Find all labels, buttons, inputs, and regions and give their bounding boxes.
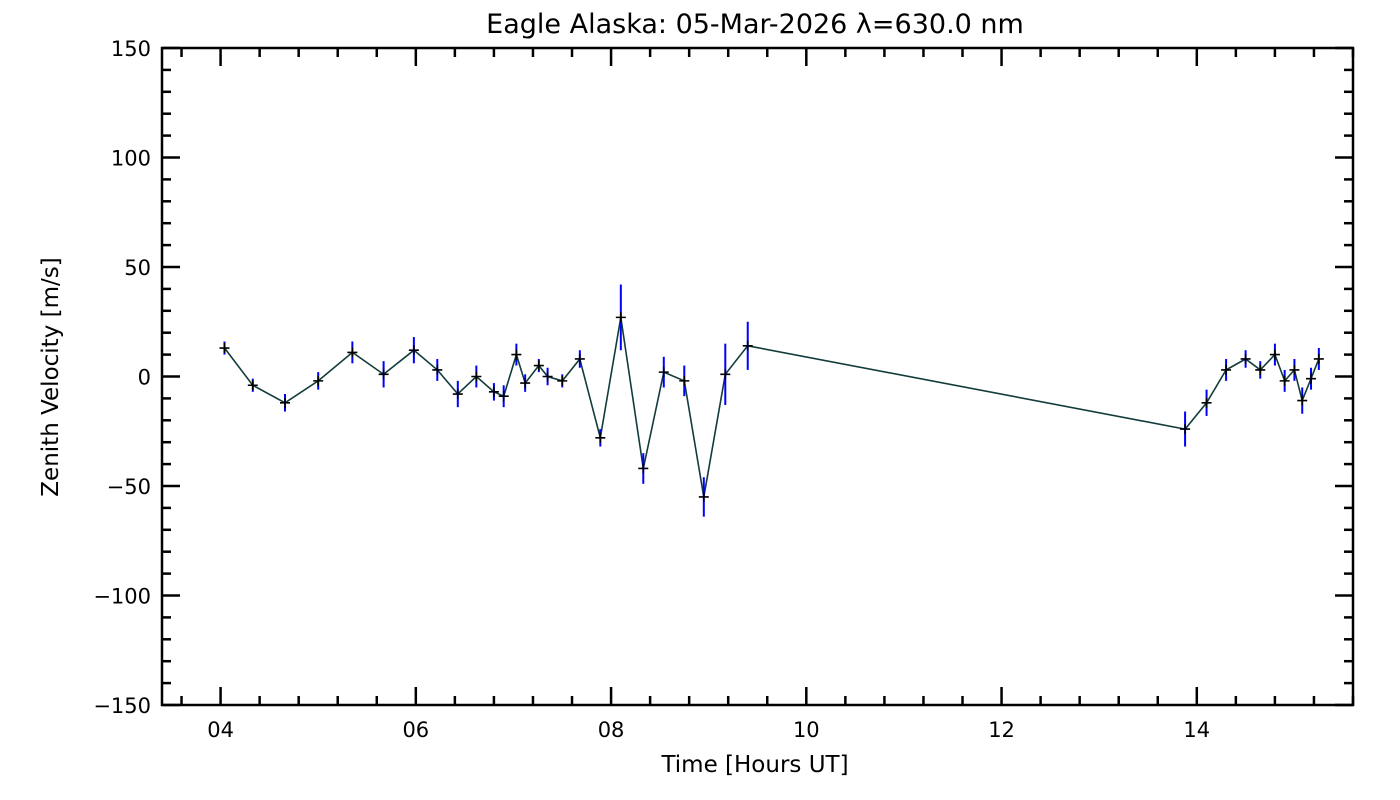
data-point-marker: [698, 491, 709, 502]
x-tick-label: 14: [1183, 718, 1210, 742]
data-point-marker: [1201, 397, 1212, 408]
data-point-marker: [1269, 349, 1280, 360]
data-point-marker: [574, 353, 585, 364]
y-tick-label: −150: [93, 694, 151, 718]
x-axis-label: Time [Hours UT]: [660, 752, 848, 778]
y-tick-label: −100: [93, 585, 151, 609]
data-point-marker: [1297, 395, 1308, 406]
data-point-marker: [520, 378, 531, 389]
data-series: [219, 284, 1324, 517]
x-tick-label: 08: [598, 718, 625, 742]
data-point-marker: [1221, 364, 1232, 375]
data-point-marker: [378, 369, 389, 380]
chart-title: Eagle Alaska: 05-Mar-2026 λ=630.0 nm: [486, 9, 1024, 40]
data-point-marker: [638, 463, 649, 474]
data-point-marker: [542, 371, 553, 382]
y-tick-label: −50: [107, 475, 151, 499]
x-tick-label: 12: [988, 718, 1015, 742]
data-point-marker: [498, 391, 509, 402]
data-point-marker: [557, 375, 568, 386]
data-point-marker: [219, 343, 230, 354]
data-point-marker: [1240, 353, 1251, 364]
series-line: [223, 317, 1320, 498]
data-point-marker: [511, 349, 522, 360]
data-point-marker: [679, 375, 690, 386]
data-point-marker: [1180, 424, 1191, 435]
data-point-marker: [313, 375, 324, 386]
x-tick-label: 04: [207, 718, 234, 742]
x-tick-label: 06: [402, 718, 429, 742]
data-point-marker: [1289, 364, 1300, 375]
data-point-marker: [595, 432, 606, 443]
data-point-marker: [720, 369, 731, 380]
data-point-marker: [742, 340, 753, 351]
data-point-marker: [280, 397, 291, 408]
data-point-marker: [1279, 375, 1290, 386]
y-tick-label: 150: [111, 37, 151, 61]
x-tick-labels: 04 06 08 10 12 14: [207, 718, 1210, 742]
data-point-marker: [533, 360, 544, 371]
axis-ticks: [162, 46, 1355, 707]
y-tick-labels: −150 −100 −50 0 50 100 150: [93, 37, 151, 718]
data-point-marker: [1255, 364, 1266, 375]
y-tick-label: 0: [138, 366, 151, 390]
data-point-marker: [432, 364, 443, 375]
y-axis-label: Zenith Velocity [m/s]: [38, 257, 64, 496]
data-point-marker: [408, 345, 419, 356]
data-point-marker: [1313, 353, 1324, 364]
plot-frame: [160, 46, 1355, 707]
x-tick-label: 10: [793, 718, 820, 742]
data-point-marker: [471, 371, 482, 382]
y-tick-label: 50: [124, 256, 151, 280]
data-point-marker: [615, 312, 626, 323]
y-tick-label: 100: [111, 147, 151, 171]
data-point-marker: [488, 386, 499, 397]
data-point-marker: [247, 380, 258, 391]
data-point-marker: [452, 389, 463, 400]
data-point-marker: [1306, 373, 1317, 384]
data-point-marker: [658, 367, 669, 378]
data-point-marker: [347, 347, 358, 358]
